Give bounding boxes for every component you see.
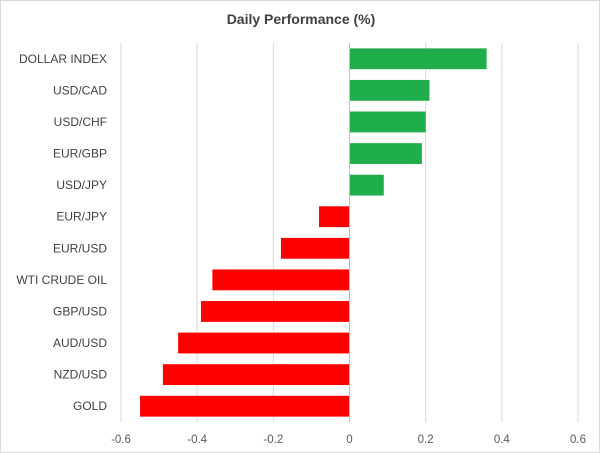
bar xyxy=(349,111,426,133)
chart-title: Daily Performance (%) xyxy=(226,11,376,27)
x-tick-label: 0.2 xyxy=(418,434,434,446)
category-label: USD/JPY xyxy=(56,178,107,192)
x-tick-label: 0.6 xyxy=(570,434,586,446)
category-label: GBP/USD xyxy=(53,304,107,318)
bar xyxy=(140,395,350,417)
category-label: EUR/USD xyxy=(53,241,107,255)
category-label: WTI CRUDE OIL xyxy=(16,273,107,287)
category-label: USD/CAD xyxy=(53,83,107,97)
bar xyxy=(200,301,350,322)
category-label: USD/CHF xyxy=(54,115,107,129)
category-label: DOLLAR INDEX xyxy=(19,52,107,66)
x-tick-label: 0.4 xyxy=(494,434,511,446)
category-label: AUD/USD xyxy=(53,336,107,350)
bar xyxy=(280,237,350,259)
bar xyxy=(212,269,350,291)
category-label: EUR/GBP xyxy=(53,147,107,161)
bar xyxy=(162,364,350,386)
category-label: EUR/JPY xyxy=(56,210,107,224)
x-tick-label: -0.6 xyxy=(111,434,131,446)
x-tick-label: 0 xyxy=(346,434,352,446)
bar xyxy=(178,332,350,354)
bar xyxy=(349,143,422,164)
category-label: GOLD xyxy=(73,399,107,413)
x-tick-label: -0.2 xyxy=(263,434,283,446)
category-label: NZD/USD xyxy=(54,368,108,382)
bar xyxy=(349,174,384,196)
bar xyxy=(319,206,350,228)
x-tick-label: -0.4 xyxy=(187,434,207,446)
bar xyxy=(349,48,487,70)
bar xyxy=(349,79,430,101)
